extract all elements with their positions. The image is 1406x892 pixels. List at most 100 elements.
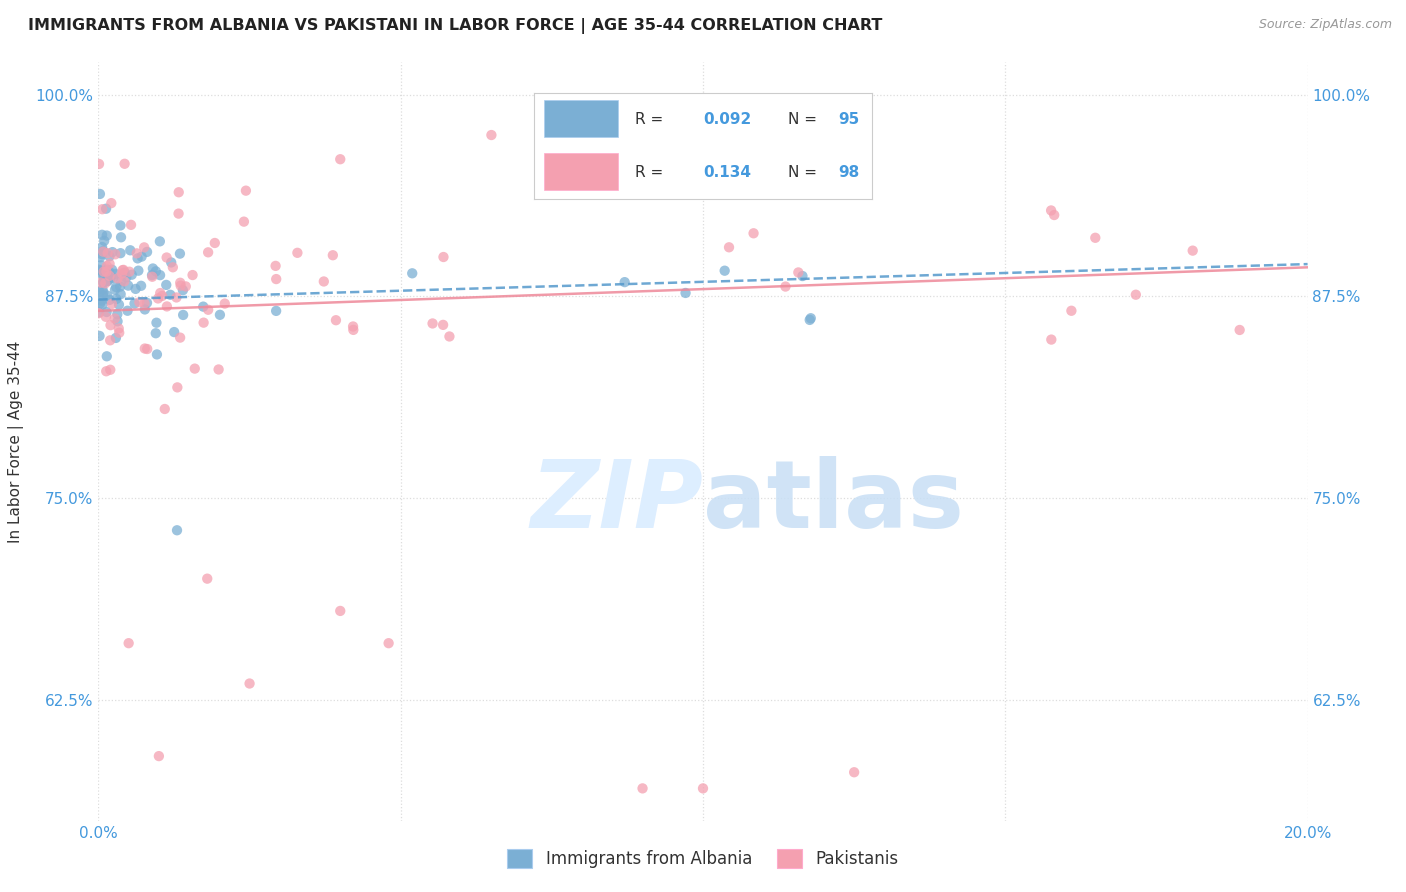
Point [1084, 231, 1107, 245]
Point [287, 245, 309, 260]
Point [118, 636, 141, 650]
Point [94, 277, 117, 291]
Point [96, 273, 118, 287]
Point [342, 323, 364, 337]
Point [101, 262, 124, 277]
Point [322, 248, 344, 262]
Point [181, 268, 204, 282]
Point [124, 282, 146, 296]
Point [193, 300, 215, 314]
Point [107, 321, 129, 335]
Point [713, 263, 735, 277]
Point [89, 186, 111, 201]
Point [93, 276, 115, 290]
Point [432, 250, 454, 264]
Point [108, 279, 131, 293]
Point [800, 311, 823, 326]
Point [141, 268, 163, 282]
Point [718, 240, 741, 254]
Text: Source: ZipAtlas.com: Source: ZipAtlas.com [1258, 18, 1392, 31]
Point [96, 259, 118, 273]
Point [111, 263, 134, 277]
Point [329, 604, 352, 618]
Point [96, 265, 118, 279]
Point [204, 235, 226, 250]
Y-axis label: In Labor Force | Age 35-44: In Labor Force | Age 35-44 [8, 341, 24, 542]
Point [159, 287, 181, 301]
Point [104, 311, 127, 326]
Point [325, 313, 347, 327]
Point [184, 361, 207, 376]
Point [111, 267, 134, 281]
Point [136, 296, 159, 310]
Point [155, 277, 177, 292]
Point [264, 304, 287, 318]
Point [150, 289, 173, 303]
Point [96, 228, 118, 243]
Point [96, 274, 118, 288]
Point [169, 330, 191, 344]
Point [91, 240, 114, 254]
Point [239, 676, 262, 690]
Point [235, 184, 257, 198]
Point [93, 234, 115, 248]
Point [117, 303, 139, 318]
Point [121, 268, 143, 282]
Point [131, 250, 153, 264]
Point [153, 402, 176, 417]
Point [145, 326, 167, 341]
Point [129, 278, 152, 293]
Point [156, 251, 179, 265]
Point [172, 308, 194, 322]
Point [104, 267, 127, 281]
Point [377, 636, 399, 650]
Point [166, 380, 188, 394]
Point [93, 265, 115, 279]
Point [104, 247, 127, 261]
Point [97, 246, 120, 260]
Point [172, 283, 194, 297]
Point [149, 286, 172, 301]
Point [93, 285, 115, 300]
Point [1060, 303, 1083, 318]
Point [1229, 323, 1251, 337]
Point [136, 244, 159, 259]
Point [96, 262, 118, 277]
Point [89, 263, 111, 277]
Point [439, 329, 461, 343]
Text: ZIP: ZIP [530, 456, 703, 549]
Point [124, 296, 146, 310]
Point [166, 523, 188, 537]
Point [87, 157, 110, 171]
Point [108, 298, 131, 312]
Point [264, 259, 287, 273]
Point [91, 244, 114, 259]
Point [174, 279, 197, 293]
Point [481, 128, 503, 142]
Point [91, 247, 114, 261]
Point [94, 265, 117, 279]
Point [96, 349, 118, 363]
Point [432, 318, 454, 332]
Point [401, 266, 423, 280]
Point [193, 316, 215, 330]
Point [197, 245, 219, 260]
Point [97, 274, 120, 288]
Point [94, 202, 117, 216]
Point [149, 268, 172, 282]
Point [96, 305, 118, 319]
Point [120, 244, 142, 258]
Point [208, 308, 231, 322]
Point [162, 260, 184, 275]
Point [91, 275, 114, 289]
Point [613, 275, 636, 289]
Point [142, 261, 165, 276]
Point [107, 271, 129, 285]
Point [1043, 208, 1066, 222]
Point [166, 290, 188, 304]
Point [148, 749, 170, 764]
Point [104, 331, 127, 345]
Point [104, 283, 127, 297]
Point [101, 270, 124, 285]
Point [128, 295, 150, 310]
